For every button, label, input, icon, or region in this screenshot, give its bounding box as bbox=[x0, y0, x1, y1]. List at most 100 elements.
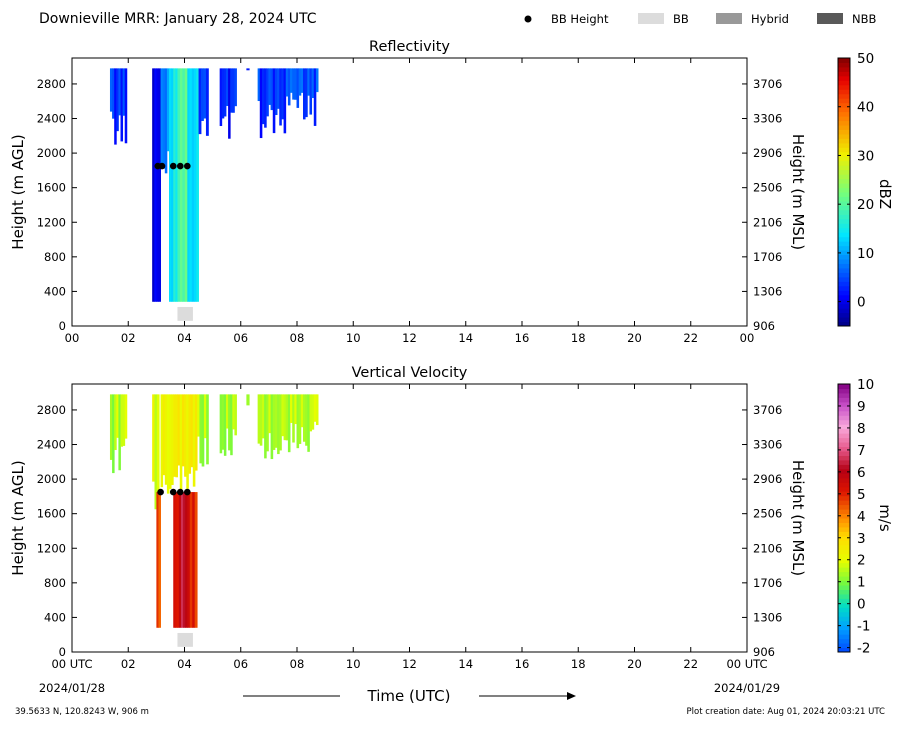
colorbar-segment bbox=[838, 504, 850, 510]
colorbar-segment bbox=[838, 415, 850, 421]
colorbar-tick-label: 1 bbox=[857, 575, 866, 591]
echo-strip bbox=[234, 394, 237, 436]
echo-strip bbox=[206, 394, 209, 465]
echo-strip bbox=[307, 394, 310, 452]
echo-strip bbox=[270, 394, 274, 460]
colorbar-segment bbox=[838, 647, 850, 653]
colorbar-segment bbox=[838, 254, 850, 260]
echo-strip bbox=[292, 68, 295, 100]
colorbar-segment bbox=[838, 397, 850, 403]
echo-strip bbox=[201, 68, 204, 121]
echo-strip bbox=[177, 68, 181, 302]
bb-height-point bbox=[169, 488, 177, 496]
x-tick-label: 04 bbox=[177, 657, 192, 671]
echo-strip bbox=[196, 68, 199, 302]
echo-strip bbox=[257, 68, 261, 102]
colorbar-frame bbox=[837, 57, 851, 327]
echo-strip bbox=[189, 492, 193, 628]
echo-strip bbox=[156, 394, 160, 497]
echo-strip bbox=[179, 394, 183, 491]
echo-strip bbox=[171, 394, 174, 485]
colorbar-segment bbox=[838, 473, 850, 479]
colorbar-segment bbox=[838, 232, 850, 238]
x-tick-label: 08 bbox=[290, 331, 305, 345]
location-text: 39.5633 N, 120.8243 W, 906 m bbox=[15, 707, 149, 717]
echo-strip bbox=[313, 394, 317, 422]
colorbar-segment bbox=[838, 200, 850, 206]
echo-strip bbox=[230, 394, 233, 456]
x-tick-label: 10 bbox=[346, 331, 361, 345]
echo-strip bbox=[182, 68, 186, 302]
x-tick-label: 00 bbox=[65, 331, 80, 345]
echo-strip bbox=[311, 394, 315, 430]
colorbar-segment bbox=[838, 424, 850, 430]
echo-strip bbox=[184, 394, 187, 477]
echo-strip bbox=[274, 394, 278, 448]
echo-strip bbox=[109, 68, 113, 112]
echo-strip bbox=[192, 492, 196, 628]
echo-strip bbox=[205, 68, 209, 136]
figure-title: Downieville MRR: January 28, 2024 UTC bbox=[39, 11, 317, 27]
echo-strip bbox=[181, 394, 185, 467]
y-tick-label: 2400 bbox=[37, 112, 66, 126]
echo-strip bbox=[171, 68, 174, 302]
colorbar-segment bbox=[838, 540, 850, 546]
colorbar-segment bbox=[838, 576, 850, 582]
colorbar-segment bbox=[838, 629, 850, 635]
y-tick-label: 2800 bbox=[37, 403, 66, 417]
colorbar-segment bbox=[838, 468, 850, 474]
x-tick-label: 18 bbox=[571, 331, 586, 345]
echo-strip bbox=[169, 68, 172, 302]
colorbar-frame bbox=[837, 383, 851, 653]
colorbar-segment bbox=[838, 464, 850, 470]
colorbar-segment bbox=[838, 111, 850, 117]
colorbar-segment bbox=[838, 160, 850, 166]
bb-height-point bbox=[169, 162, 177, 170]
y-right-tick-label: 906 bbox=[753, 645, 775, 659]
colorbar-segment bbox=[838, 151, 850, 157]
echo-strip bbox=[264, 68, 267, 128]
colorbar-segment bbox=[838, 209, 850, 215]
echo-strip bbox=[290, 68, 293, 93]
echo-strip bbox=[268, 68, 271, 105]
legend-bb-height-label: BB Height bbox=[551, 12, 609, 26]
colorbar-segment bbox=[838, 308, 850, 314]
echo-strip bbox=[164, 394, 168, 485]
x-tick-label: 16 bbox=[515, 331, 530, 345]
start-date-label: 2024/01/28 bbox=[39, 681, 105, 695]
colorbar-tick-label: -1 bbox=[857, 619, 870, 635]
echo-strip bbox=[194, 68, 197, 302]
echo-strip bbox=[296, 68, 300, 108]
y-right-tick-label: 3306 bbox=[753, 112, 782, 126]
y-right-tick-label: 1706 bbox=[753, 576, 782, 590]
echo-strip bbox=[228, 394, 231, 451]
echo-strip bbox=[232, 394, 235, 430]
echo-strip bbox=[315, 68, 319, 93]
echo-strip bbox=[287, 68, 291, 106]
colorbar-segment bbox=[838, 192, 850, 197]
echo-strip bbox=[194, 394, 198, 471]
colorbar-segment bbox=[838, 107, 850, 113]
panel-title: Vertical Velocity bbox=[352, 365, 468, 381]
colorbar-segment bbox=[838, 174, 850, 180]
echo-strip bbox=[225, 68, 229, 106]
colorbar-segment bbox=[838, 259, 850, 264]
bb-height-point bbox=[184, 488, 191, 496]
colorbar-tick-label: 2 bbox=[857, 553, 866, 569]
colorbar-tick-label: 20 bbox=[857, 197, 874, 213]
colorbar-segment bbox=[838, 276, 850, 282]
colorbar-segment bbox=[838, 317, 850, 323]
colorbar-segment bbox=[838, 205, 850, 211]
colorbar-segment bbox=[838, 236, 850, 242]
echo-strip bbox=[154, 68, 157, 302]
colorbar-segment bbox=[838, 513, 850, 519]
y-right-tick-label: 2506 bbox=[753, 507, 782, 521]
colorbar-segment bbox=[838, 638, 850, 644]
colorbar-segment bbox=[838, 165, 850, 171]
echo-strip bbox=[223, 68, 227, 117]
x-tick-label: 00 UTC bbox=[726, 657, 767, 671]
bb-height-point bbox=[176, 488, 184, 496]
colorbar-segment bbox=[838, 102, 850, 108]
colorbar-segment bbox=[838, 142, 850, 148]
